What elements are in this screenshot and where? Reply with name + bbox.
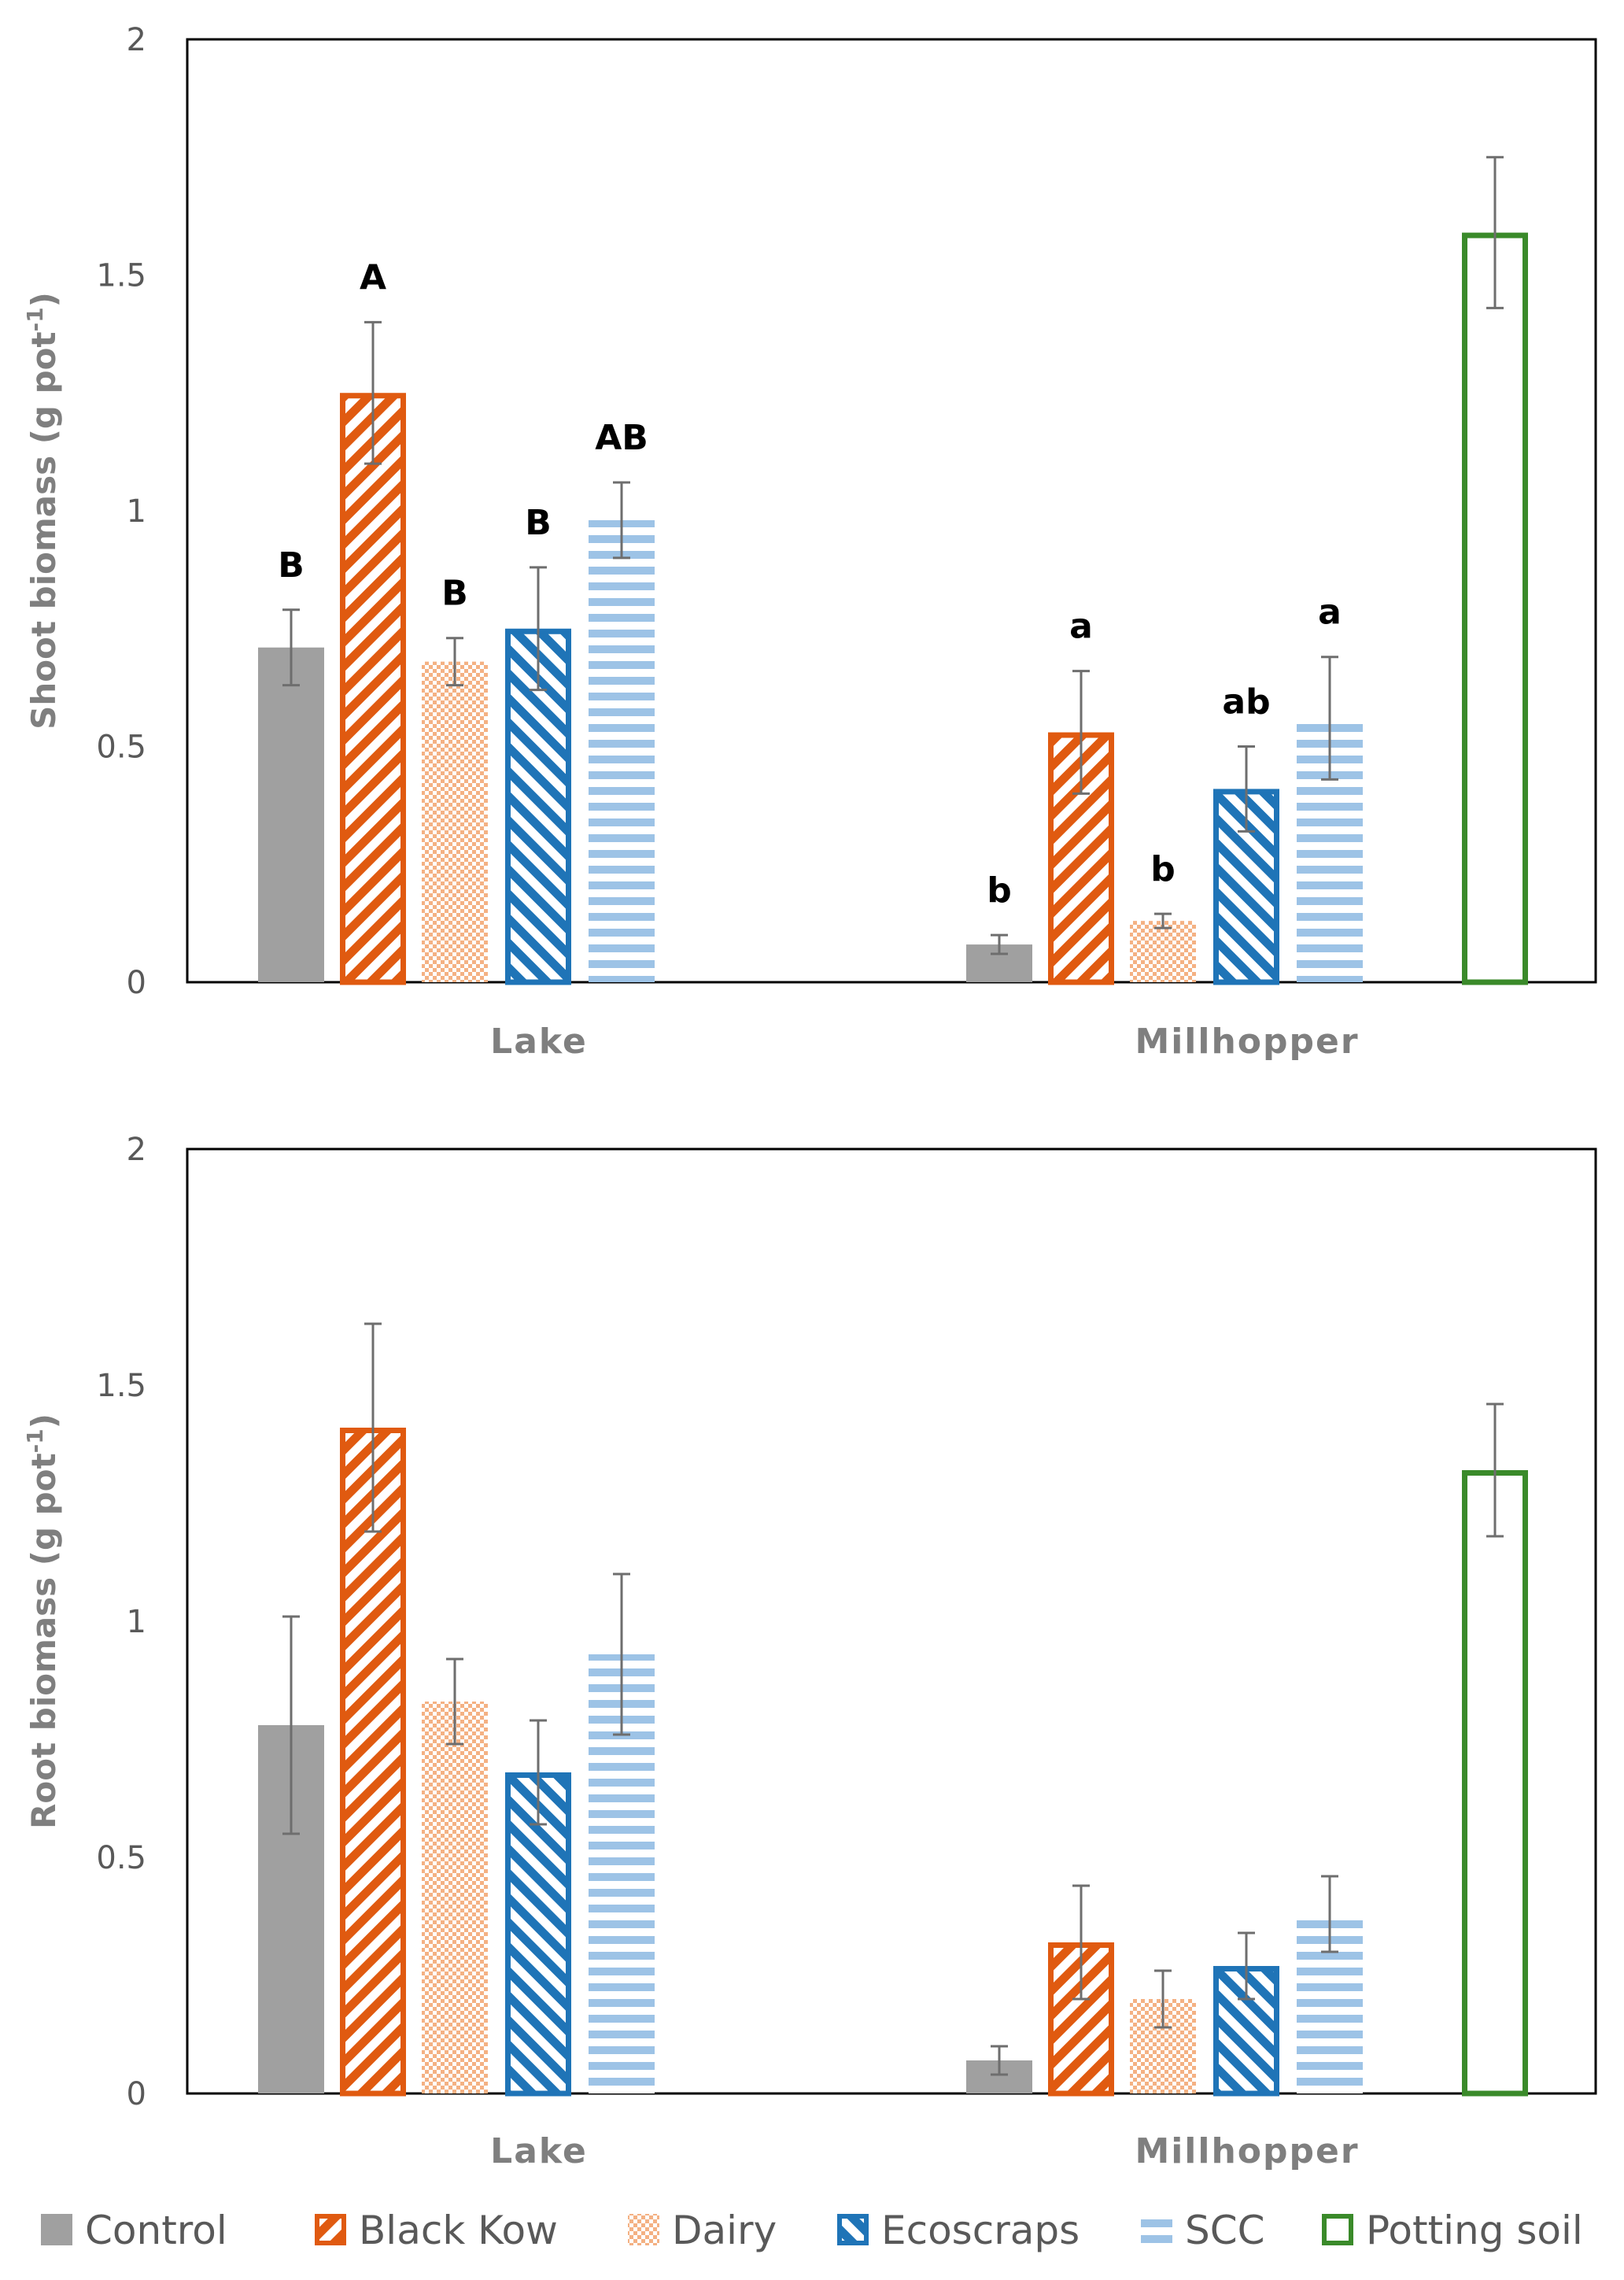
significance-letter: A xyxy=(360,257,386,297)
bar-black-kow-lake xyxy=(340,1428,406,2097)
y-axis-label: Root biomass (g pot-1) xyxy=(22,1413,64,1829)
category-label-lake: Lake xyxy=(490,2131,588,2171)
legend-label-control: Control xyxy=(85,2208,227,2253)
bar-black-kow-lake xyxy=(340,393,406,985)
bar-scc-lake xyxy=(589,519,655,982)
legend-label-black-kow: Black Kow xyxy=(359,2208,558,2253)
y-axis-label: Shoot biomass (g pot-1) xyxy=(22,292,64,730)
legend-label-ecoscraps: Ecoscraps xyxy=(881,2208,1080,2253)
bar-dairy-lake xyxy=(422,1702,488,2093)
legend-swatch-scc xyxy=(1141,2214,1172,2245)
y-tick-label: 0.5 xyxy=(96,730,146,766)
legend-swatch-ecoscraps xyxy=(837,2214,869,2245)
legend: Control Black Kow Dairy Ecoscraps SCC Potting… xyxy=(41,2208,1583,2253)
bar-ecoscraps-lake xyxy=(505,1772,571,2097)
y-tick-label: 1.5 xyxy=(96,1368,146,1404)
significance-letter: b xyxy=(987,870,1012,911)
shoot-biomass-chart: 0 0.5 1 1.5 2 Shoot biomass (g pot-1) Lake Mill… xyxy=(22,22,1597,1062)
plot-area-frame xyxy=(186,1147,1597,2095)
significance-letter: b xyxy=(1150,849,1176,889)
bar-potting-soil-millhopper xyxy=(1462,232,1528,985)
significance-letter: B xyxy=(525,503,552,543)
bar-potting-soil-millhopper xyxy=(1462,1470,1528,2097)
significance-letter: a xyxy=(1318,593,1342,633)
legend-swatch-control xyxy=(41,2214,72,2245)
root-biomass-chart: 0 0.5 1 1.5 2 Root biomass (g pot-1) Lake Millh… xyxy=(22,1132,1597,2171)
plot-area-frame xyxy=(186,38,1597,984)
legend-label-potting-soil: Potting soil xyxy=(1366,2208,1583,2253)
y-axis-label-main: Shoot biomass (g pot xyxy=(24,331,63,729)
category-label-millhopper: Millhopper xyxy=(1135,1022,1359,1062)
y-axis-label-sup: -1 xyxy=(22,1428,48,1453)
category-label-millhopper: Millhopper xyxy=(1135,2131,1359,2171)
legend-label-dairy: Dairy xyxy=(672,2208,777,2253)
significance-letter: B xyxy=(441,574,468,614)
y-tick-label: 1 xyxy=(127,1604,146,1640)
legend-swatch-dairy xyxy=(628,2214,659,2245)
legend-swatch-potting-soil xyxy=(1322,2214,1353,2245)
y-axis-label-main: Root biomass (g pot xyxy=(24,1453,63,1829)
y-tick-label: 1 xyxy=(127,493,146,530)
y-axis-label-sup: -1 xyxy=(22,307,48,331)
y-axis-label-end: ) xyxy=(24,292,63,307)
y-tick-label: 1.5 xyxy=(96,258,146,294)
significance-letter: a xyxy=(1069,607,1093,647)
y-axis-label-end: ) xyxy=(24,1413,63,1428)
y-tick-label: 2 xyxy=(127,1132,146,1168)
y-tick-label: 0 xyxy=(127,2076,146,2112)
bar-control-lake xyxy=(258,647,324,982)
category-label-lake: Lake xyxy=(490,1022,588,1062)
bar-dairy-lake xyxy=(422,661,488,982)
legend-swatch-black-kow xyxy=(315,2214,346,2245)
significance-letter: B xyxy=(278,545,304,586)
y-tick-label: 0 xyxy=(127,965,146,1001)
y-tick-label: 2 xyxy=(127,22,146,58)
bar-dairy-millhopper xyxy=(1130,921,1196,982)
y-tick-label: 0.5 xyxy=(96,1840,146,1876)
significance-letter: AB xyxy=(595,418,648,458)
significance-letter: ab xyxy=(1222,682,1270,722)
legend-label-scc: SCC xyxy=(1185,2208,1265,2253)
